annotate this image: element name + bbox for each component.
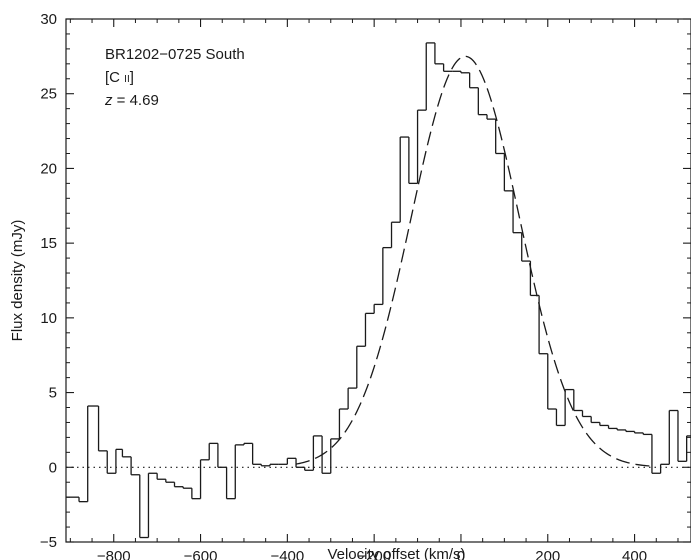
annotation-species-suffix: ] bbox=[130, 69, 134, 86]
annotation-redshift-variable: z bbox=[104, 92, 113, 109]
x-tick-label: 0 bbox=[457, 548, 465, 560]
y-tick-label: 25 bbox=[40, 86, 57, 103]
annotation-species-ion: II bbox=[124, 74, 130, 85]
x-tick-label: −600 bbox=[184, 548, 218, 560]
annotation-line-species: [C II] bbox=[105, 69, 134, 86]
y-tick-label: 15 bbox=[40, 235, 57, 252]
y-axis-label: Flux density (mJy) bbox=[9, 220, 26, 342]
annotation-redshift-value: = 4.69 bbox=[113, 92, 159, 109]
y-tick-label: −5 bbox=[40, 534, 57, 551]
y-tick-label: 30 bbox=[40, 11, 57, 28]
plot-area bbox=[66, 42, 691, 539]
x-tick-label: 200 bbox=[535, 548, 560, 560]
x-tick-label: −800 bbox=[97, 548, 131, 560]
x-tick-label: −400 bbox=[270, 548, 304, 560]
x-tick-label: 400 bbox=[622, 548, 647, 560]
gaussian-fit-curve bbox=[295, 55, 656, 468]
x-axis-label: Velocity offset (km/s) bbox=[327, 546, 465, 560]
y-tick-label: 0 bbox=[49, 459, 57, 476]
annotation-redshift: z = 4.69 bbox=[104, 92, 159, 109]
x-tick-label: −200 bbox=[357, 548, 391, 560]
y-tick-label: 10 bbox=[40, 310, 57, 327]
annotation-object-name: BR1202−0725 South bbox=[105, 46, 245, 63]
y-tick-label: 20 bbox=[40, 160, 57, 177]
plot-frame bbox=[65, 18, 691, 543]
annotation-species-prefix: [C bbox=[105, 69, 124, 86]
y-tick-label: 5 bbox=[49, 385, 57, 402]
axis-ticks: −800 −600 −400 −200 0 200 400 −5 0 5 10 15 20 25 30 bbox=[40, 11, 691, 560]
